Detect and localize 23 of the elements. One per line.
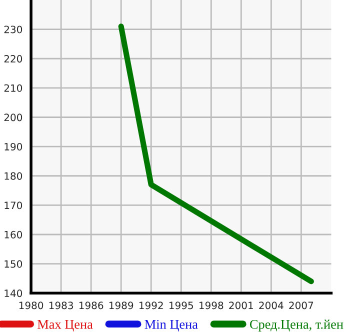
x-tick-label: 2007 — [289, 302, 314, 310]
legend-label: Сред.Цена, т.йен — [250, 320, 344, 332]
x-tick-label: 1980 — [19, 302, 44, 310]
x-tick-label: 1998 — [200, 302, 224, 310]
x-tick-label: 1983 — [49, 302, 73, 310]
y-tick-label: 190 — [4, 142, 22, 151]
x-tick-label: 2004 — [259, 302, 284, 310]
y-tick-label: 210 — [4, 84, 22, 92]
y-tick-label: 140 — [4, 290, 22, 298]
x-tick-label: 2001 — [229, 302, 253, 310]
legend-label: Min Цена — [144, 320, 198, 332]
y-tick-label: 180 — [4, 172, 22, 180]
x-tick-label: 1995 — [170, 302, 193, 310]
y-tick-label: 160 — [4, 230, 22, 238]
x-tick-label: 1992 — [139, 302, 163, 310]
legend-label: Max Цена — [38, 320, 93, 332]
x-tick-label: 1989 — [109, 302, 134, 310]
y-tick-label: 230 — [4, 26, 22, 34]
y-tick-label: 150 — [4, 260, 22, 268]
y-tick-label: 220 — [4, 55, 22, 63]
y-tick-label: 170 — [4, 202, 22, 210]
x-tick-label: 1986 — [79, 302, 104, 310]
y-tick-label: 200 — [4, 114, 22, 122]
